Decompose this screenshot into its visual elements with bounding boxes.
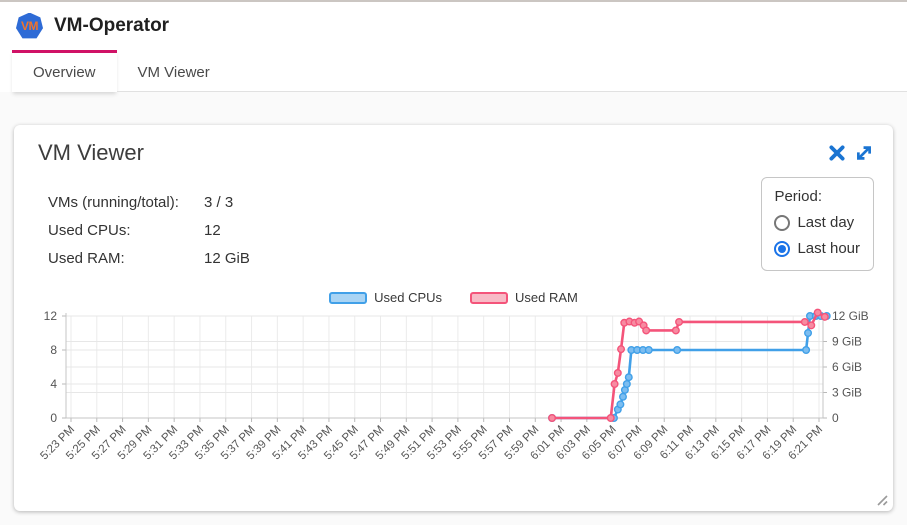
chart-legend: Used CPUs Used RAM [14, 290, 893, 305]
usage-chart[interactable]: 5:23 PM5:25 PM5:27 PM5:29 PM5:31 PM5:33 … [24, 308, 890, 481]
stat-label: Used CPUs: [48, 221, 131, 239]
stats-list: VMs (running/total): 3 / 3 Used CPUs: 12 Use… [48, 188, 893, 272]
period-option-label: Last hour [797, 240, 860, 257]
app-logo-icon: VM [16, 12, 43, 39]
period-option-last-hour[interactable]: Last hour [774, 240, 860, 257]
tab-label: Overview [33, 63, 96, 81]
stat-value: 12 GiB [204, 249, 250, 267]
expand-icon[interactable] [855, 144, 873, 162]
stat-vms-running-total: VMs (running/total): 3 / 3 [48, 188, 893, 216]
vm-viewer-card: VM Viewer VMs (running/total): 3 / 3 Used … [14, 125, 893, 511]
app-header: VM VM-Operator [0, 2, 907, 50]
stat-used-cpus: Used CPUs: 12 [48, 216, 893, 244]
legend-item-used-ram[interactable]: Used RAM [470, 290, 578, 305]
tab-overview[interactable]: Overview [12, 50, 117, 92]
legend-label: Used RAM [515, 290, 578, 305]
close-icon[interactable] [828, 144, 846, 162]
tab-vm-viewer[interactable]: VM Viewer [116, 50, 231, 92]
radio-icon[interactable] [774, 240, 791, 257]
stat-label: VMs (running/total): [48, 193, 179, 211]
period-label: Period: [774, 188, 822, 205]
legend-label: Used CPUs [374, 290, 443, 305]
tab-label: VM Viewer [137, 63, 210, 81]
legend-item-used-cpus[interactable]: Used CPUs [329, 290, 442, 305]
app-title: VM-Operator [54, 15, 170, 36]
radio-icon[interactable] [774, 214, 791, 231]
resize-grip-icon[interactable] [875, 493, 888, 506]
svg-text:9 GiB: 9 GiB [832, 335, 862, 349]
tab-bar: Overview VM Viewer [0, 50, 907, 92]
stat-value: 12 [204, 221, 221, 239]
card-header: VM Viewer [14, 125, 893, 166]
period-panel: Period: Last day Last hour [761, 177, 874, 271]
svg-text:8: 8 [50, 343, 57, 357]
svg-text:12: 12 [44, 309, 58, 323]
period-option-label: Last day [797, 214, 855, 231]
svg-text:0: 0 [832, 411, 839, 425]
card-title: VM Viewer [38, 140, 144, 165]
period-options: Last day Last hour [774, 214, 860, 257]
app-logo-text: VM [21, 19, 39, 33]
legend-swatch-used-cpus [329, 291, 368, 304]
stat-used-ram: Used RAM: 12 GiB [48, 244, 893, 272]
svg-text:0: 0 [50, 411, 57, 425]
stat-label: Used RAM: [48, 249, 125, 267]
stat-value: 3 / 3 [204, 193, 234, 211]
card-actions [828, 144, 873, 166]
svg-text:4: 4 [50, 377, 57, 391]
page-content: VM Viewer VMs (running/total): 3 / 3 Used … [0, 92, 907, 511]
svg-text:6 GiB: 6 GiB [832, 360, 862, 374]
period-option-last-day[interactable]: Last day [774, 214, 860, 231]
legend-swatch-used-ram [470, 291, 509, 304]
svg-text:3 GiB: 3 GiB [832, 386, 862, 400]
svg-text:12 GiB: 12 GiB [832, 309, 869, 323]
